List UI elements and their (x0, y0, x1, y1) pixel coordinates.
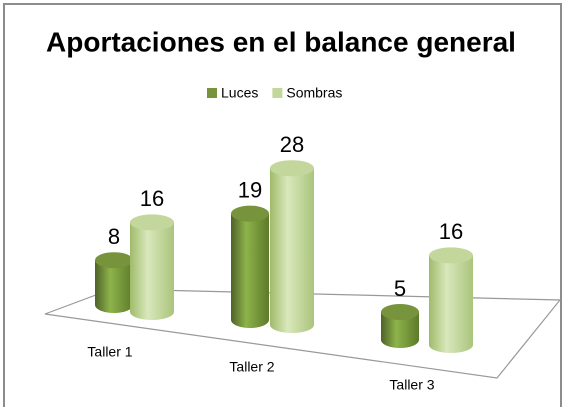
legend-swatch (207, 88, 217, 98)
chart-title: Aportaciones en el balance general (46, 26, 516, 57)
floor (44, 288, 562, 379)
cylinder (130, 214, 174, 320)
legend-label: Luces (221, 85, 258, 101)
x-tick-label: Taller 2 (229, 359, 274, 375)
data-label: 5 (394, 276, 406, 301)
legend-swatch (272, 88, 283, 98)
cylinder-body (270, 168, 314, 325)
cylinder (270, 160, 314, 333)
data-label: 16 (439, 219, 463, 244)
cylinder (381, 304, 419, 348)
cylinder (95, 252, 133, 313)
cylinder-top (270, 160, 314, 177)
cylinder-top (381, 304, 419, 320)
x-tick-label: Taller 3 (389, 377, 434, 393)
cylinder (231, 205, 269, 328)
x-tick-label: Taller 1 (87, 344, 132, 360)
cylinder-body (231, 213, 269, 320)
cylinder-top (231, 205, 269, 222)
cylinder-top (130, 214, 174, 231)
data-label: 28 (280, 132, 304, 157)
cylinder-top (95, 252, 133, 269)
data-label: 16 (140, 186, 164, 211)
cylinder-body (130, 222, 174, 312)
data-label: 8 (108, 224, 120, 249)
cylinder (429, 247, 473, 353)
cylinder-body (429, 255, 473, 345)
cylinder-top (429, 247, 473, 264)
legend-label: Sombras (286, 85, 342, 101)
data-label: 19 (238, 177, 262, 202)
